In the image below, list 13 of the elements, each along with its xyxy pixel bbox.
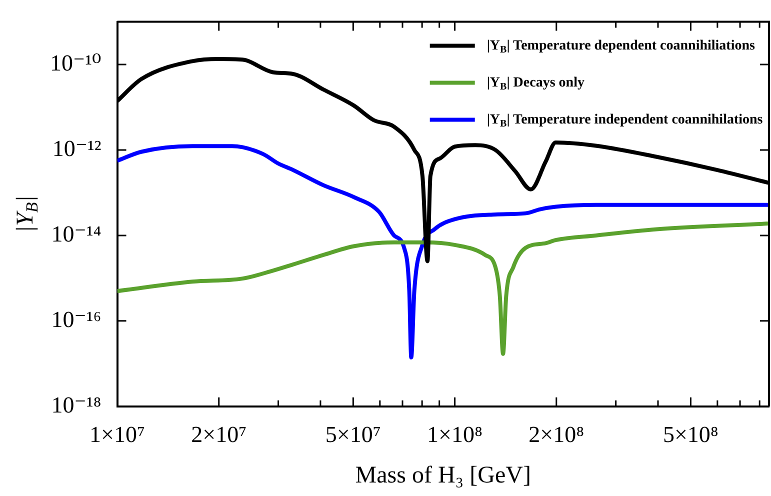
x-tick-label: 5×10⁸ — [662, 422, 718, 448]
y-tick-label: 10⁻¹⁴ — [51, 222, 102, 247]
y-tick-label: 10⁻¹² — [52, 136, 102, 162]
x-tick-label: 2×10⁸ — [528, 422, 584, 448]
y-tick-label: 10⁻¹⁶ — [51, 306, 102, 332]
x-tick-label: 5×10⁷ — [325, 422, 381, 448]
y-tick-label: 10⁻¹⁰ — [50, 50, 102, 76]
y-axis-title: |YB| — [12, 196, 42, 233]
x-tick-label: 2×10⁷ — [191, 422, 247, 448]
y-tick-label: 10⁻¹⁸ — [51, 392, 102, 418]
x-axis-title: Mass of H₃ [GeV] — [355, 462, 531, 488]
x-tick-label: 1×10⁸ — [427, 422, 483, 448]
x-tick-label: 1×10⁷ — [90, 422, 146, 448]
